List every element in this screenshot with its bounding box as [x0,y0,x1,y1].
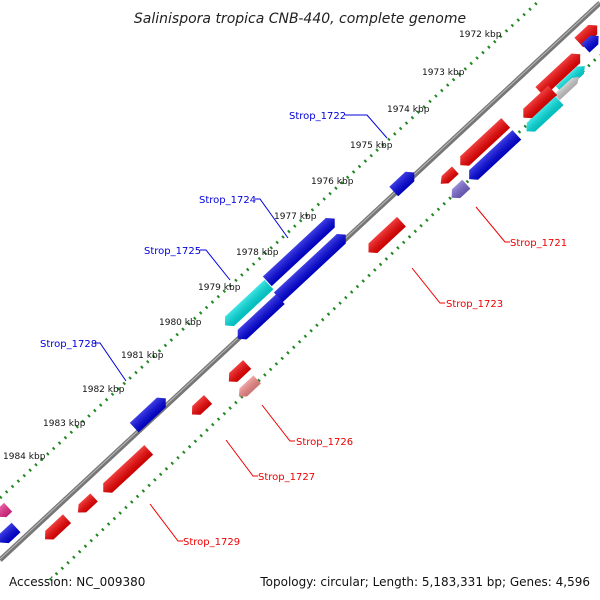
gene-arrow-shade [526,96,564,132]
kbp-label: 1975 kbp [350,141,393,151]
leader-line [200,249,231,281]
gene-arrow-shade [77,493,98,513]
gene-block [535,53,581,97]
gene-label-strop_1721[interactable]: Strop_1721 [510,238,567,249]
kbp-label: 1973 kbp [422,68,465,78]
gene-arrow-shade [262,218,335,287]
gene-block [526,96,564,132]
gene-arrow-shade [581,35,599,53]
gene-arrow-shade [103,445,154,493]
gene-arrow-shade [554,76,579,101]
leader-line [345,114,388,139]
kbp-label: 1983 kbp [43,419,86,429]
leader-line [255,198,289,239]
gene-arrow-shade [0,522,21,544]
gene-label-strop_1727[interactable]: Strop_1727 [258,472,315,483]
gene-label-strop_1723[interactable]: Strop_1723 [446,299,503,310]
map-title: Salinispora tropica CNB-440, complete ge… [134,11,466,27]
gene-arrow-shade [469,130,522,180]
accession-text: Accession: NC_009380 [9,575,145,589]
gene-label-strop_1726[interactable]: Strop_1726 [296,437,353,448]
kbp-label: 1981 kbp [121,351,164,361]
gene-arrow-shade [440,166,459,184]
gene-arrow-shade [574,24,598,48]
gene-arrow-shade [368,216,406,253]
kbp-label: 1972 kbp [459,30,502,40]
leader-line [225,439,258,477]
gene-arrow-shade [451,179,471,199]
gene-block [368,216,406,253]
leader-line [475,206,510,243]
kbp-label: 1977 kbp [274,212,317,222]
gene-block [45,514,72,540]
gene-block [77,493,98,513]
gene-arrow-shade [237,294,285,340]
kbp-label: 1982 kbp [82,385,125,395]
gene-arrow-shade [0,502,13,518]
gene-block [273,234,346,303]
gene-label-strop_1725[interactable]: Strop_1725 [144,246,201,257]
gene-block [389,171,415,197]
gene-arrow-shade [45,514,72,540]
gene-labels: Strop_1722 Strop_1724 Strop_1725 Strop_1728… [40,111,567,548]
gene-block [262,218,335,287]
gene-arrow-shade [273,234,346,303]
gene-arrow-shade [228,360,252,382]
gene-block [103,445,154,493]
gene-arrow-shade [191,395,213,415]
inner-scale-track [48,53,600,582]
gene-block [224,279,274,327]
gene-arrow-shade [523,85,558,119]
leader-line [411,267,445,304]
gene-block [469,130,522,180]
gene-block [129,397,166,433]
gene-block [228,360,252,382]
kbp-label: 1980 kbp [159,318,202,328]
gene-arrow-shade [238,375,261,397]
gene-block [574,24,598,48]
kbp-label: 1979 kbp [198,283,241,293]
gene-label-strop_1729[interactable]: Strop_1729 [183,537,240,548]
gene-block [237,294,285,340]
gene-arrow-shade [389,171,415,197]
gene-block [523,85,558,119]
label-leaders [95,114,510,542]
gene-block [460,118,511,166]
gene-blocks [0,24,599,544]
gene-block [0,522,21,544]
leader-line [261,404,295,442]
gene-block [191,395,213,415]
gene-label-strop_1722[interactable]: Strop_1722 [289,111,346,122]
gene-label-strop_1724[interactable]: Strop_1724 [199,195,256,206]
gene-arrow-shade [460,118,511,166]
leader-line [95,342,127,382]
kbp-label: 1984 kbp [3,452,46,462]
kbp-label: 1978 kbp [236,248,279,258]
gene-block [451,179,471,199]
gene-arrow-shade [535,53,581,97]
gene-block [581,35,599,53]
kbp-scale: 1972 kbp 1973 kbp 1974 kbp 1975 kbp 1976 kbp… [3,30,502,462]
gene-block [0,502,13,518]
gene-block [238,375,261,397]
genome-summary-text: Topology: circular; Length: 5,183,331 bp… [259,575,590,589]
gene-arrow-shade [129,397,166,433]
leader-line [149,503,183,542]
gene-label-strop_1728[interactable]: Strop_1728 [40,339,97,350]
gene-block [440,166,459,184]
gene-block [554,76,579,101]
kbp-label: 1974 kbp [387,105,430,115]
gene-arrow-shade [224,279,274,327]
kbp-label: 1976 kbp [311,177,354,187]
